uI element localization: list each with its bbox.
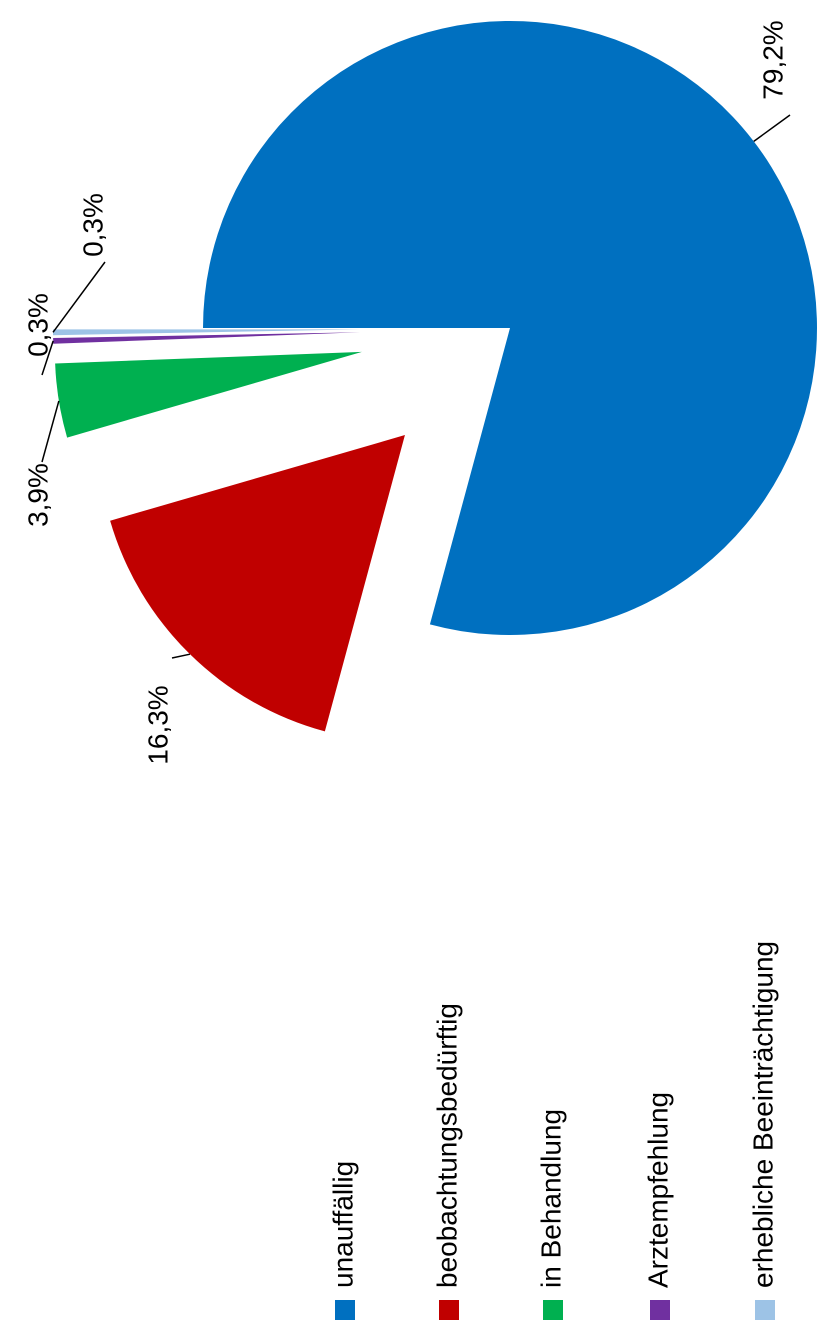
legend-label: Arztempfehlung — [642, 1092, 673, 1288]
leader-line — [171, 653, 191, 659]
pie-slice — [110, 435, 405, 732]
leader-line — [41, 400, 60, 463]
pie-slice — [53, 332, 361, 344]
leader-line — [753, 114, 791, 142]
legend-swatch — [439, 1300, 459, 1320]
value-label: 79,2% — [757, 20, 788, 99]
value-label: 0,3% — [22, 293, 53, 357]
leader-line — [41, 340, 54, 376]
leader-line — [52, 261, 106, 333]
legend-swatch — [543, 1300, 563, 1320]
legend-swatch — [755, 1300, 775, 1320]
pie-slice — [55, 351, 362, 438]
legend-swatch — [650, 1300, 670, 1320]
value-label: 16,3% — [142, 685, 173, 764]
legend-label: in Behandlung — [535, 1109, 566, 1288]
pie-slice — [203, 21, 817, 635]
pie-slice — [53, 329, 361, 336]
value-label: 3,9% — [22, 463, 53, 527]
legend-swatch — [335, 1300, 355, 1320]
legend-label: unauffällig — [327, 1161, 358, 1288]
legend-label: erhebliche Beeinträchtigung — [747, 941, 778, 1288]
value-label: 0,3% — [77, 193, 108, 257]
legend-label: beobachtungsbedürftig — [431, 1003, 462, 1288]
